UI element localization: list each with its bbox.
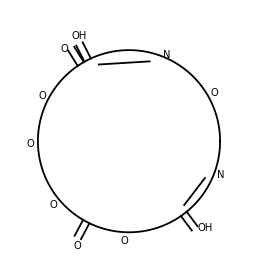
Text: O: O [74,241,82,250]
Text: OH: OH [72,31,87,41]
Text: O: O [210,88,218,98]
Text: O: O [26,139,34,149]
Text: N: N [217,170,225,179]
Text: O: O [60,44,68,54]
Text: N: N [163,50,171,60]
Text: O: O [121,236,128,246]
Text: O: O [38,91,46,101]
Text: O: O [50,200,58,210]
Text: OH: OH [198,223,213,233]
